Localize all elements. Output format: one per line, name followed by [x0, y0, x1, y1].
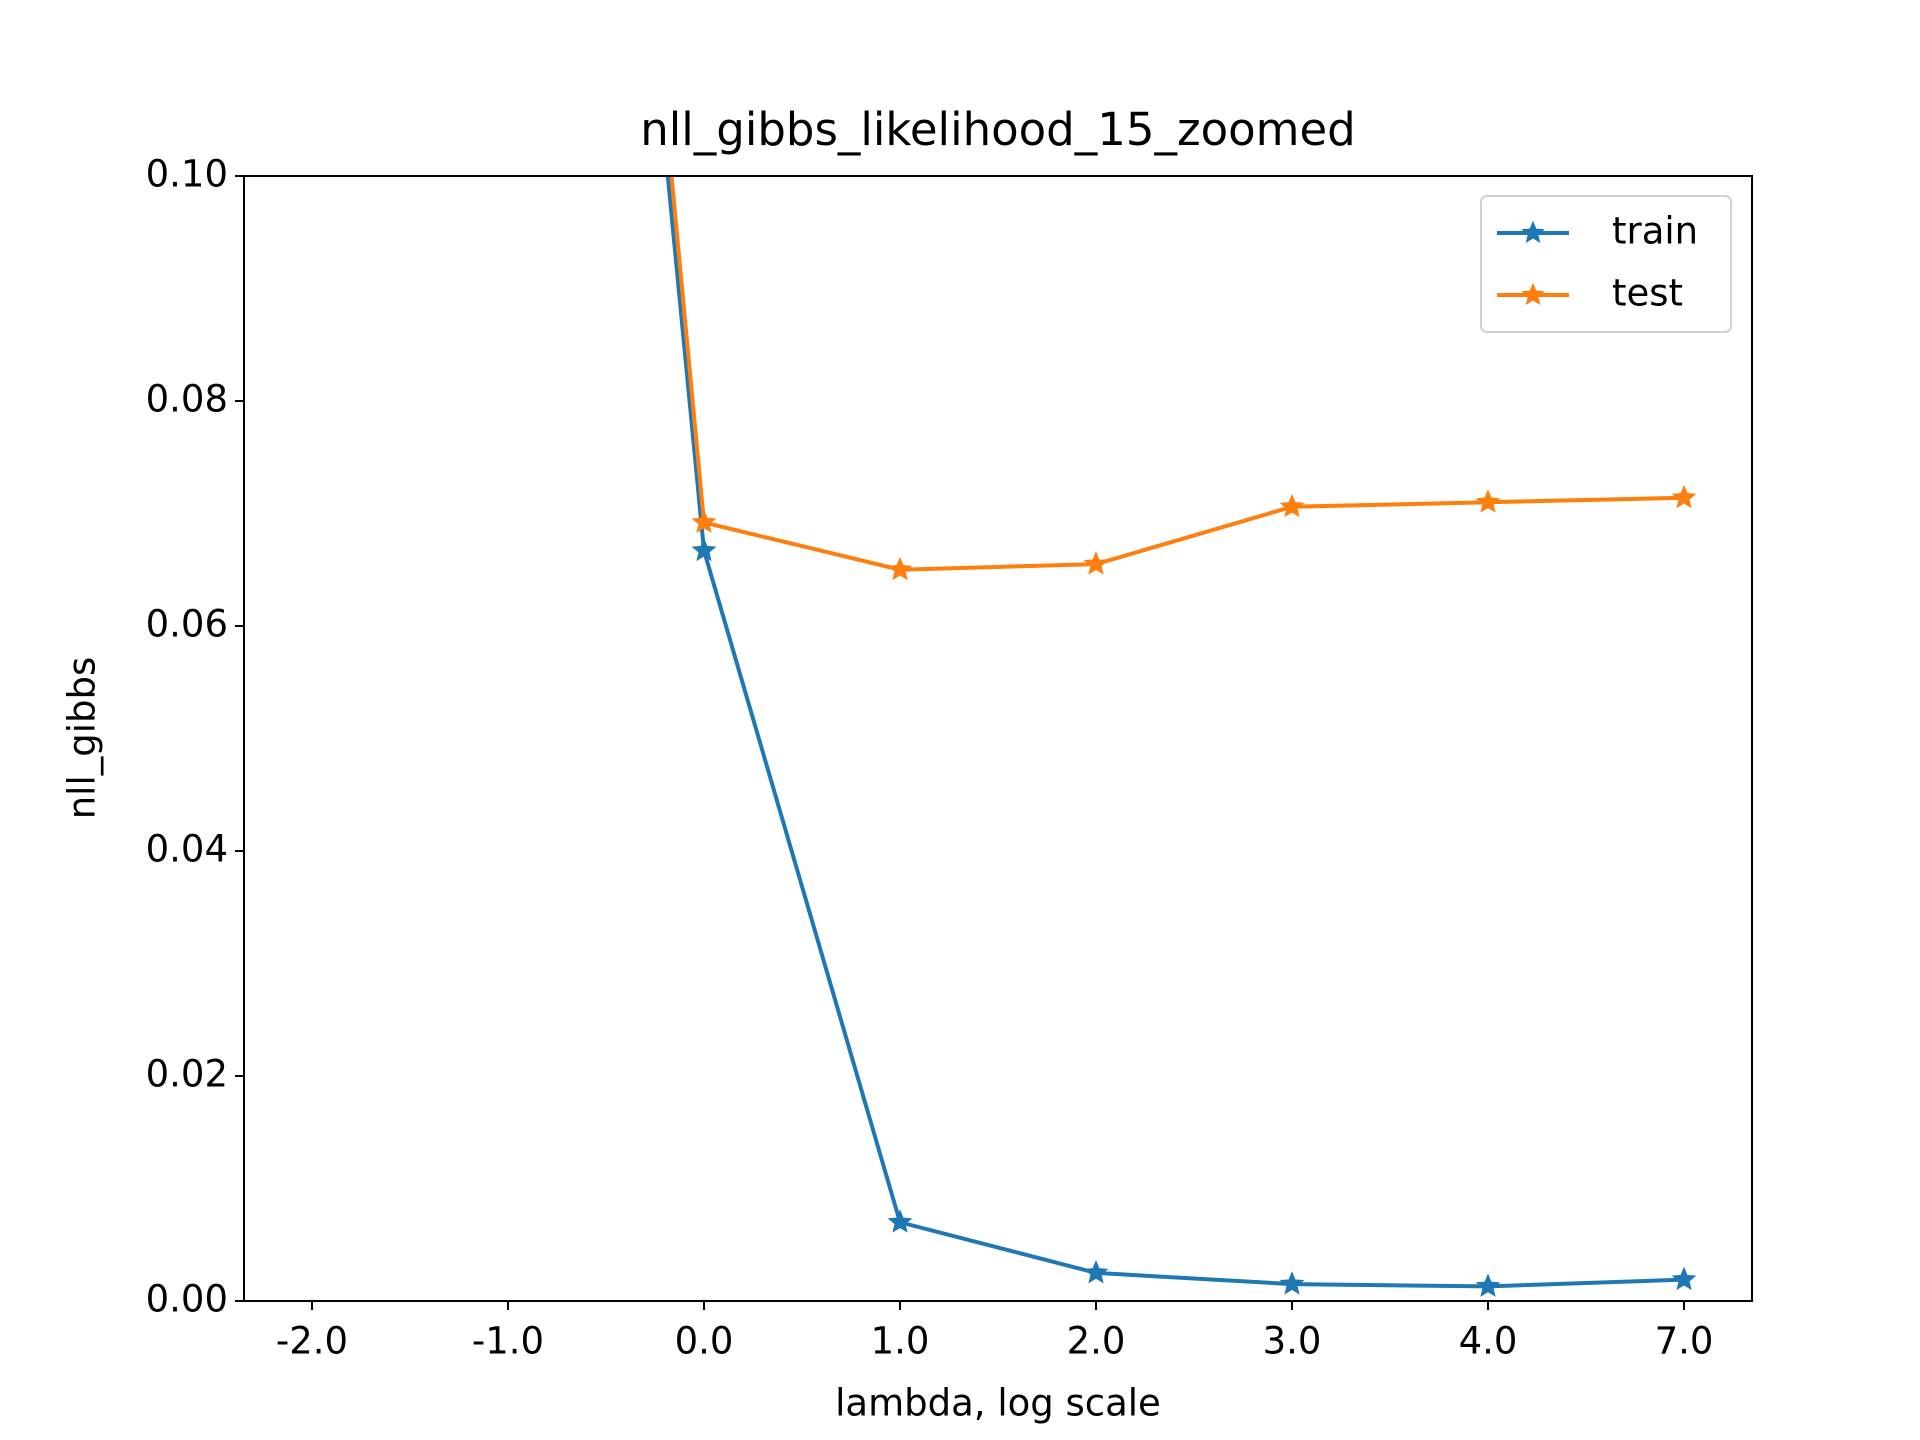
point-marker	[691, 509, 717, 533]
x-tick-label: 4.0	[1459, 1320, 1518, 1363]
point-marker	[1083, 1259, 1109, 1284]
x-tick-label: 7.0	[1655, 1320, 1714, 1363]
point-marker	[1279, 1271, 1305, 1295]
x-tick-label: 0.0	[675, 1320, 734, 1363]
series-line	[669, 176, 1685, 572]
point-marker	[691, 537, 717, 562]
y-tick-label: 0.04	[146, 828, 228, 871]
plot-area	[665, 176, 1697, 1297]
point-marker	[1671, 484, 1697, 509]
x-axis-label: lambda, log scale	[835, 1382, 1161, 1425]
point-marker	[1279, 493, 1305, 518]
y-tick-label: 0.00	[146, 1278, 228, 1321]
point-marker	[887, 556, 913, 581]
point-marker	[1671, 1266, 1697, 1291]
legend-label: train	[1612, 210, 1698, 253]
x-tick-label: 3.0	[1263, 1320, 1322, 1363]
legend: train test	[1480, 195, 1732, 333]
series-line	[665, 176, 1685, 1289]
y-tick-label: 0.08	[146, 378, 228, 421]
x-tick-label: 2.0	[1067, 1320, 1126, 1363]
y-tick-label: 0.02	[146, 1053, 228, 1096]
y-axis-label: nll_gibbs	[61, 657, 104, 820]
x-tick-label: 1.0	[871, 1320, 930, 1363]
chart-title: nll_gibbs_likelihood_15_zoomed	[640, 103, 1356, 156]
point-marker	[1083, 551, 1109, 575]
legend-marker	[1521, 282, 1545, 305]
x-tick-label: -2.0	[276, 1320, 348, 1363]
y-tick-label: 0.06	[146, 603, 228, 646]
point-marker	[1475, 1273, 1501, 1297]
point-marker	[1475, 489, 1501, 513]
axes-frame	[243, 175, 1753, 1302]
x-tick-label: -1.0	[472, 1320, 544, 1363]
point-marker	[887, 1209, 913, 1233]
y-tick-label: 0.10	[146, 153, 228, 196]
legend-marker	[1521, 220, 1545, 243]
legend-label: test	[1612, 272, 1683, 315]
